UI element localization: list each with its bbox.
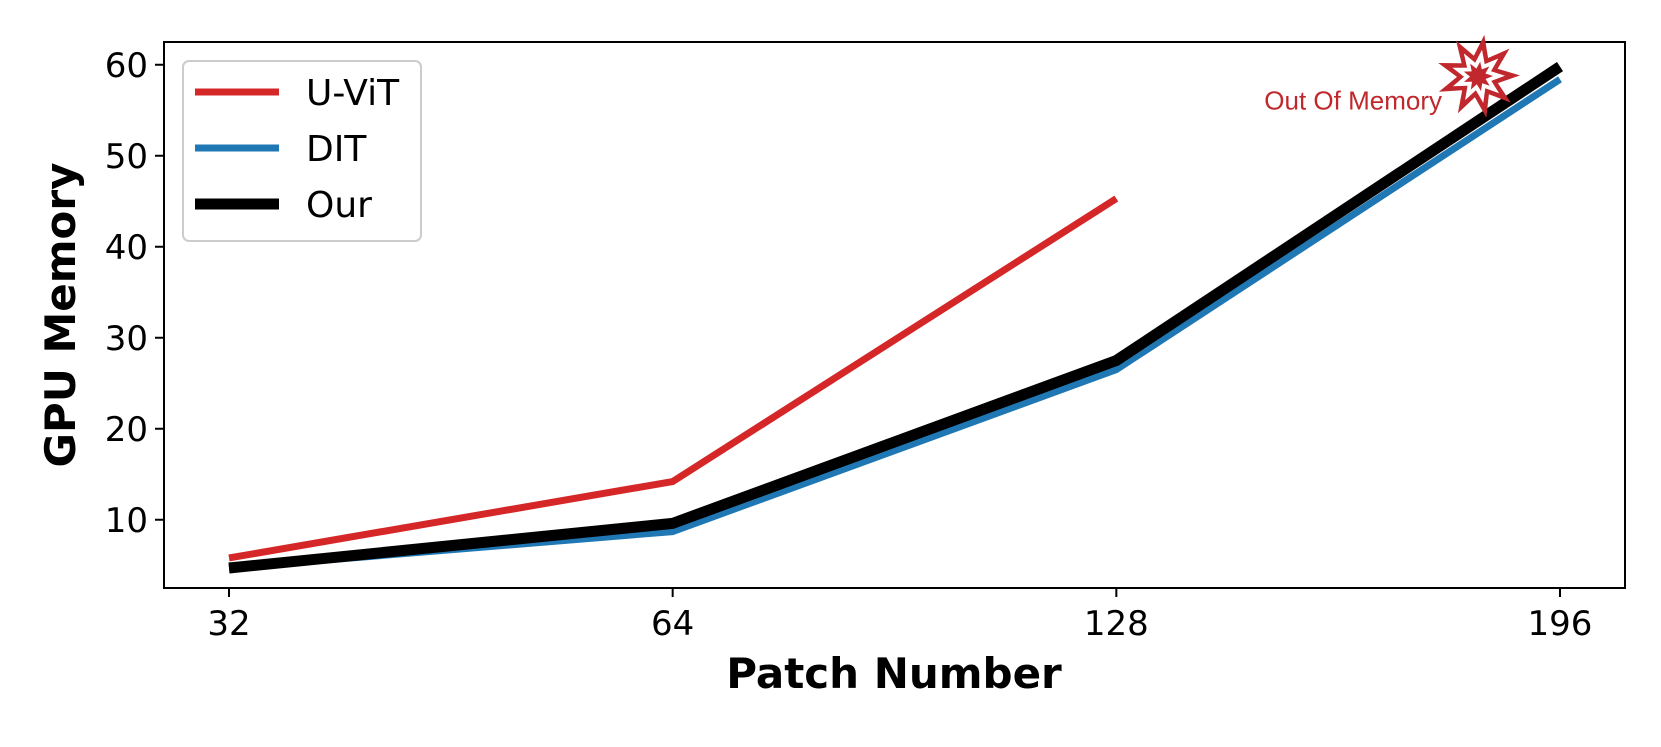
out-of-memory-label: Out Of Memory [1264, 85, 1442, 115]
legend-box [182, 60, 422, 242]
explosion-core [1463, 61, 1493, 92]
x-tick-label: 32 [207, 604, 250, 644]
y-tick-label: 40 [105, 228, 148, 268]
x-axis-title: Patch Number [726, 649, 1062, 698]
legend: U-ViT DIT Our [182, 60, 422, 242]
x-tick-label: 128 [1084, 604, 1149, 644]
x-tick-label: 64 [651, 604, 694, 644]
x-axis-ticks: 32 64 128 196 [207, 588, 1592, 644]
legend-label-our: Our [306, 185, 372, 226]
y-tick-label: 50 [105, 137, 148, 177]
series-line-our [228, 61, 1564, 574]
y-tick-label: 60 [105, 46, 148, 86]
legend-label-dit: DIT [306, 129, 367, 170]
series-lines [228, 61, 1564, 574]
series-line-u-vit [228, 195, 1119, 562]
y-tick-label: 20 [105, 410, 148, 450]
y-tick-label: 30 [105, 319, 148, 359]
plot-frame [163, 41, 1626, 589]
y-axis-ticks: 10 20 30 40 50 60 [105, 46, 164, 541]
y-tick-label: 10 [105, 501, 148, 541]
legend-label-uvit: U-ViT [306, 73, 400, 114]
y-axis-title: GPU Memory [36, 163, 85, 468]
x-tick-label: 196 [1528, 604, 1593, 644]
series-line-dit [228, 76, 1562, 572]
out-of-memory-annotation: Out Of Memory [1264, 34, 1520, 118]
